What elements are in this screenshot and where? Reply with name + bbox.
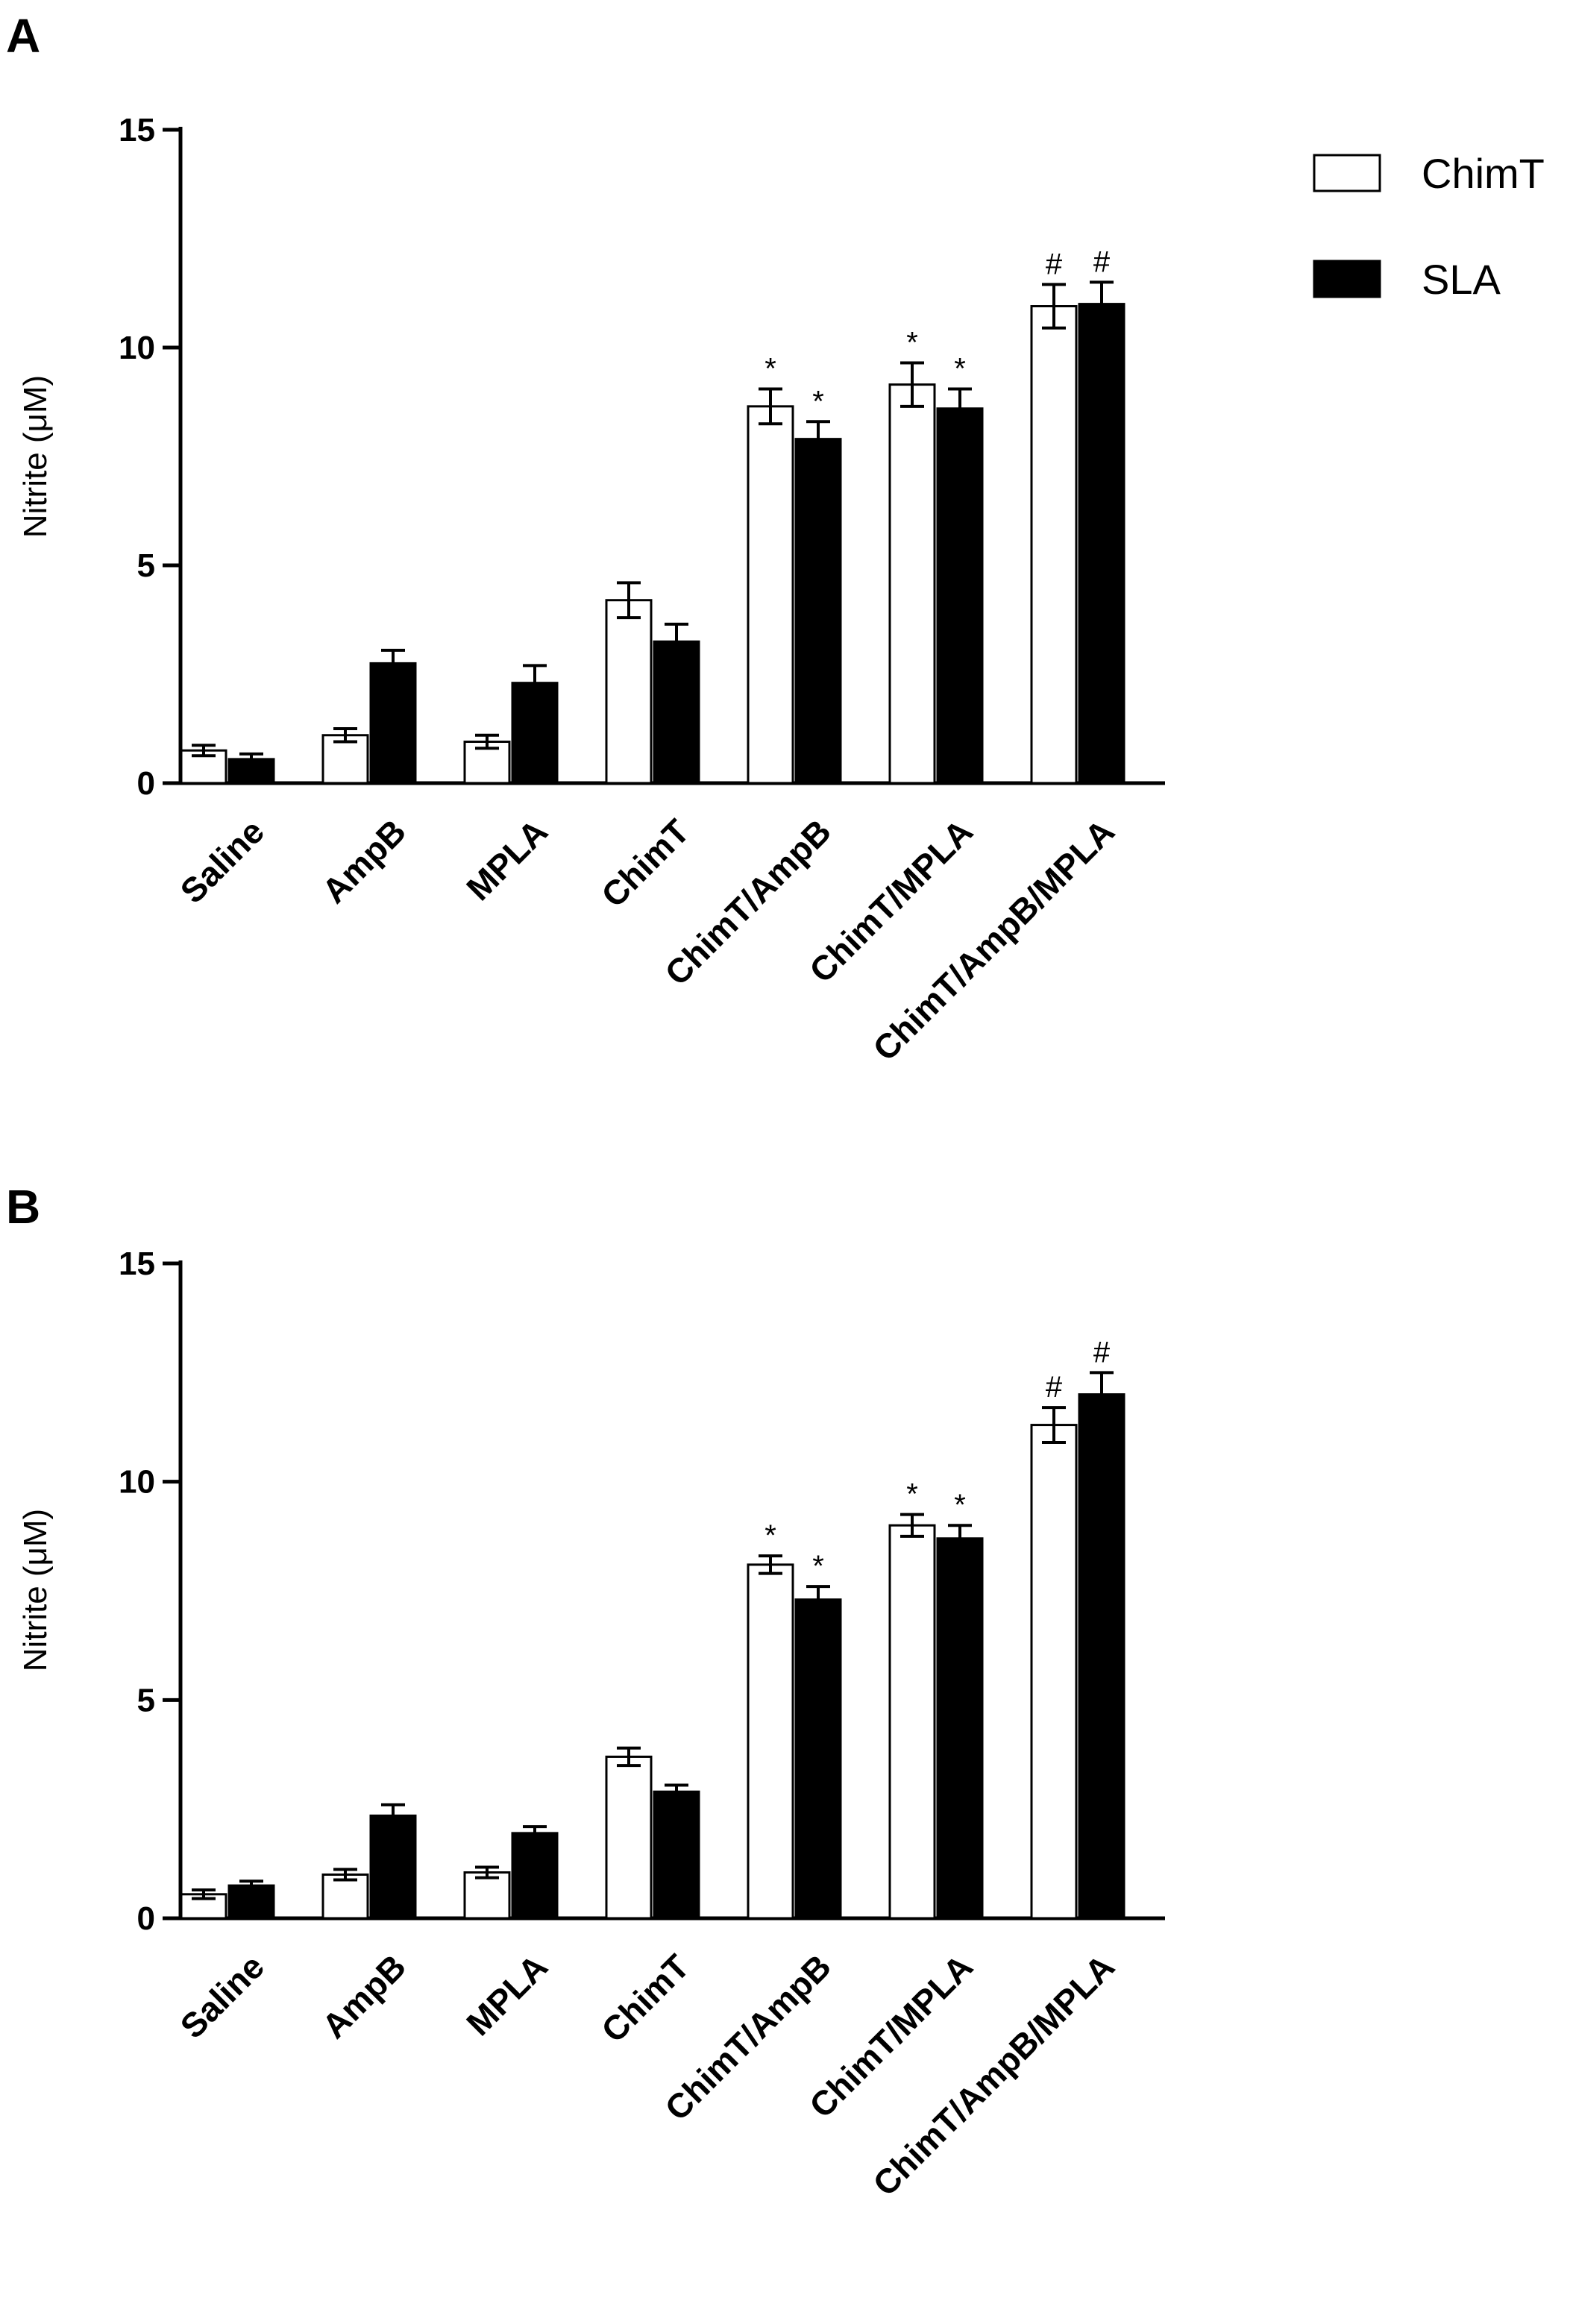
x-category-label: ChimT [594,811,697,914]
significance-mark: * [954,1489,966,1521]
significance-mark: * [764,352,776,385]
x-category-label: ChimT/AmpB/MPLA [865,1947,1122,2203]
significance-mark: * [764,1519,776,1552]
bar-chimt-chimt-mpla [888,383,936,785]
significance-mark: * [906,326,918,359]
bar-chimt-chimt-ampb-mpla [1030,305,1078,785]
significance-mark: * [812,1550,824,1583]
y-tick-label: 0 [137,1900,155,1937]
bar-sla-chimt-ampb [794,1598,842,1920]
x-category-label: Saline [172,1947,271,2046]
panel-b: B 0 5 10 15 Nitrite (μM) * * # * * # Saline AmpB MPLA C… [6,1180,1165,2203]
bar-sla-chimt-mpla [936,407,984,785]
y-tick-label: 15 [119,112,155,148]
legend-label-sla: SLA [1422,256,1501,303]
significance-mark: # [1093,245,1111,278]
y-tick-label: 5 [137,1682,155,1718]
x-category-label: AmpB [315,811,414,911]
significance-mark: * [812,385,824,418]
bar-chimt-chimt [605,1755,653,1920]
bar-sla-chimt [653,1790,700,1920]
legend-swatch-sla [1313,260,1381,298]
x-category-label: AmpB [315,1947,414,2046]
bar-sla-chimt-mpla [936,1537,984,1920]
bar-chimt-ampb [321,1873,369,1920]
y-axis-title: Nitrite (μM) [17,1509,54,1671]
bar-chimt-chimt-mpla [888,1524,936,1920]
legend-label-chimt: ChimT [1422,150,1545,197]
panel-a: A 0 5 10 15 Nitrite (μM) * * # * * # Saline AmpB MPLA C… [6,9,1165,1068]
y-axis-title: Nitrite (μM) [17,375,54,538]
bar-chimt-mpla [463,1871,511,1920]
bar-sla-chimt-ampb-mpla [1078,303,1125,785]
legend-swatch-chimt [1313,154,1381,192]
legend: ChimT SLA [1313,150,1545,303]
bar-sla-chimt-ampb-mpla [1078,1393,1125,1920]
bar-chimt-chimt [605,599,653,785]
y-tick-label: 10 [119,1464,155,1501]
x-category-label: MPLA [459,1947,555,2043]
bar-sla-ampb [369,662,417,785]
panel-label: A [6,9,40,63]
bar-sla-chimt [653,640,700,785]
bar-sla-ampb [369,1814,417,1920]
bar-chimt-chimt-ampb-mpla [1030,1424,1078,1920]
bar-chimt-chimt-ampb [747,405,794,785]
significance-mark: # [1046,248,1063,280]
y-tick-label: 15 [119,1246,155,1282]
significance-mark: # [1093,1336,1111,1369]
significance-mark: * [906,1478,918,1511]
x-category-label: MPLA [459,811,555,908]
x-category-label: ChimT [594,1947,697,2050]
bar-chimt-chimt-ampb [747,1563,794,1920]
panel-label: B [6,1180,40,1234]
y-tick-label: 10 [119,330,155,366]
significance-mark: # [1046,1371,1063,1404]
x-category-label: Saline [172,811,271,911]
y-tick-label: 0 [137,765,155,802]
y-tick-label: 5 [137,547,155,584]
x-category-label: ChimT/AmpB/MPLA [865,811,1122,1068]
bar-sla-mpla [511,1832,559,1920]
bar-sla-chimt-ampb [794,438,842,785]
significance-mark: * [954,352,966,385]
